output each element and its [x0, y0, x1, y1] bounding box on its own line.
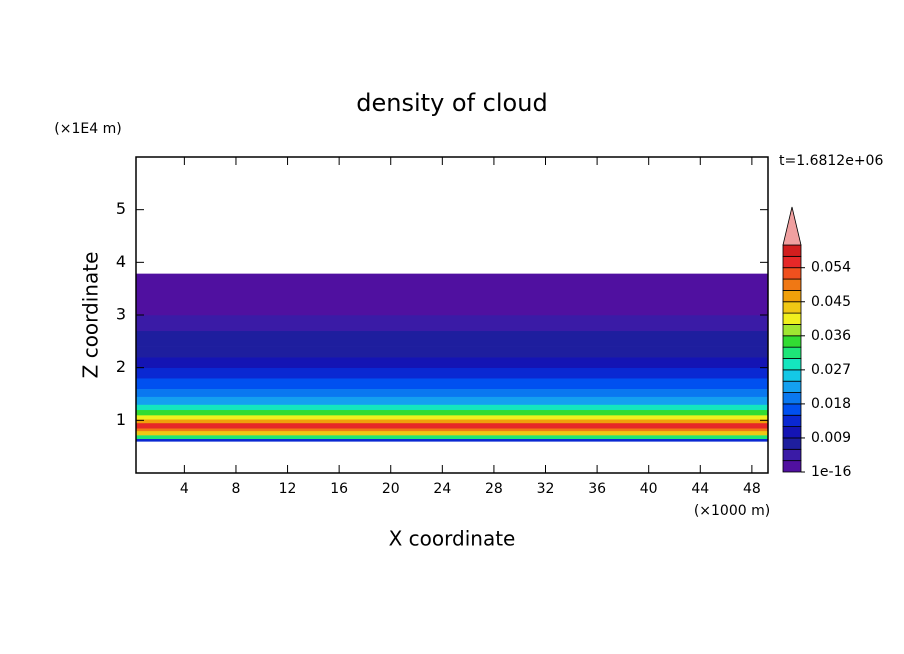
colorbar-box	[782, 324, 802, 337]
y-tick-label: 1	[116, 410, 126, 429]
contour-band	[135, 273, 769, 316]
colorbar-box	[782, 267, 802, 280]
time-label: t=1.6812e+06	[779, 153, 883, 169]
y-tick-label: 4	[116, 252, 126, 271]
colorbar-tick-label: 0.009	[811, 430, 851, 446]
colorbar-tick-label: 0.027	[811, 362, 851, 378]
colorbar-tick-label: 0.036	[811, 328, 851, 344]
colorbar-box	[782, 369, 802, 382]
contour-band	[135, 314, 769, 332]
colorbar-box	[782, 380, 802, 393]
colorbar-box	[782, 448, 802, 462]
contour-band	[135, 377, 769, 389]
contour-band	[135, 356, 769, 368]
x-unit: (×1000 m)	[694, 503, 770, 519]
contour-band	[135, 396, 769, 405]
contour-band	[135, 409, 769, 416]
colorbar-tick-label: 0.045	[811, 294, 851, 310]
colorbar-extend	[782, 206, 802, 246]
chart-title: density of cloud	[356, 89, 547, 117]
x-tick-label: 24	[433, 481, 451, 497]
x-tick-label: 36	[588, 481, 606, 497]
colorbar-box	[782, 346, 802, 359]
x-tick-label: 48	[743, 481, 761, 497]
colorbar-box	[782, 426, 802, 439]
colorbar-tick-label: 0.054	[811, 260, 851, 276]
colorbar-box	[782, 312, 802, 325]
contour-band	[135, 434, 769, 440]
y-tick-label: 5	[116, 199, 126, 218]
colorbar-box	[782, 392, 802, 405]
contour-band	[135, 404, 769, 411]
contour-band	[135, 367, 769, 379]
contour-band	[135, 419, 769, 424]
y-tick-label: 2	[116, 357, 126, 376]
contour-band	[135, 330, 769, 347]
contour-band	[135, 414, 769, 420]
x-tick-label: 44	[691, 481, 709, 497]
x-axis-label: X coordinate	[389, 527, 516, 551]
contour-band	[135, 388, 769, 397]
x-tick-label: 12	[279, 481, 297, 497]
colorbar-box	[782, 244, 802, 257]
colorbar-box	[782, 255, 802, 269]
y-tick-label: 3	[116, 305, 126, 324]
x-tick-label: 16	[330, 481, 348, 497]
colorbar-box	[782, 278, 802, 291]
contour-band	[135, 427, 769, 432]
x-tick-label: 32	[537, 481, 555, 497]
colorbar-box	[782, 358, 802, 371]
y-axis-label: Z coordinate	[79, 252, 103, 379]
colorbar-box	[782, 437, 802, 450]
x-tick-label: 28	[485, 481, 503, 497]
colorbar-box	[782, 301, 802, 314]
contour-band	[135, 430, 769, 436]
colorbar-tick-label: 1e-16	[811, 464, 851, 480]
x-tick-label: 40	[640, 481, 658, 497]
colorbar-box	[782, 289, 802, 303]
x-tick-label: 8	[231, 481, 240, 497]
contour-band	[135, 422, 769, 429]
contour-band	[135, 346, 769, 358]
colorbar-box	[782, 335, 802, 348]
colorbar-box	[782, 414, 802, 428]
colorbar-box	[782, 460, 802, 473]
x-tick-label: 20	[382, 481, 400, 497]
y-unit: (×1E4 m)	[54, 121, 121, 137]
colorbar-tick-label: 0.018	[811, 396, 851, 412]
x-tick-label: 4	[180, 481, 189, 497]
colorbar-box	[782, 403, 802, 416]
contour-band	[135, 438, 769, 442]
